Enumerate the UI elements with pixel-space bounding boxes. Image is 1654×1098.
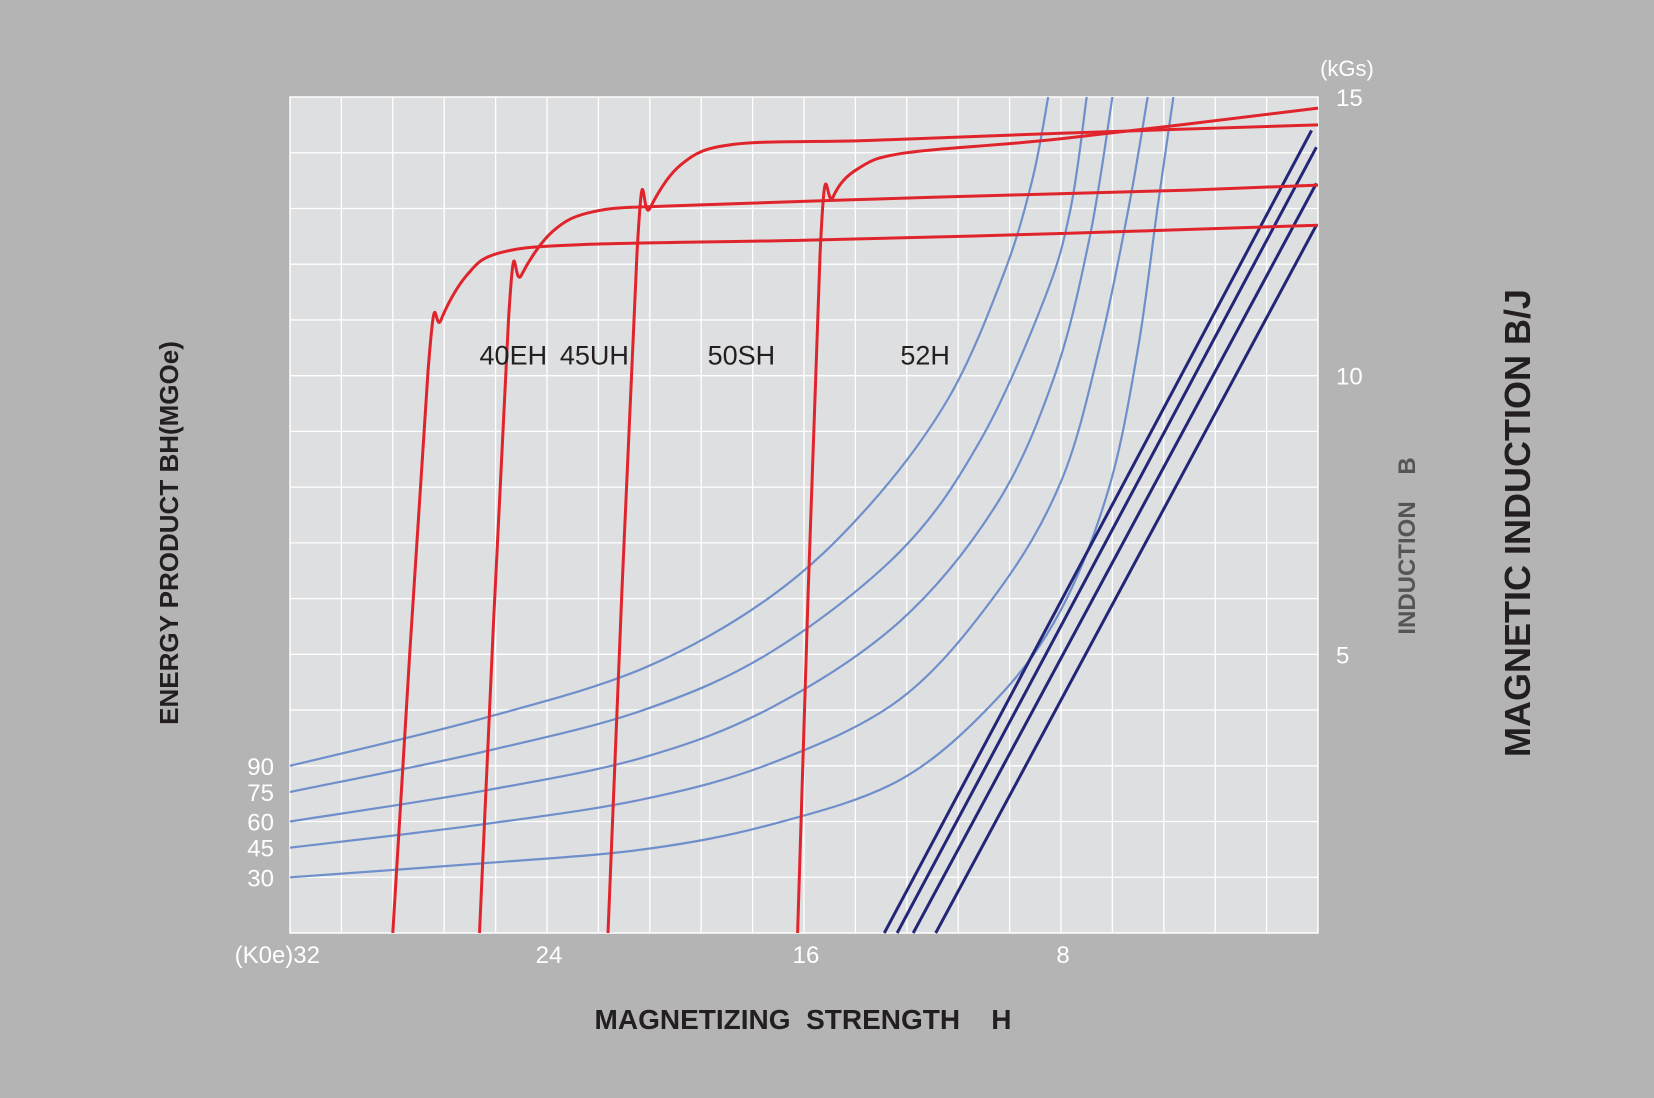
curve-label-45uh: 45UH <box>560 341 629 371</box>
energy-curve-30 <box>290 97 1175 879</box>
energy-curve-45 <box>290 97 1149 849</box>
load-line-4 <box>934 224 1318 934</box>
curve-label-52h: 52H <box>900 341 950 371</box>
load-line-1 <box>882 129 1313 934</box>
curve-labels: 40EH 45UH 50SH 52H <box>480 341 950 371</box>
load-line-3 <box>911 182 1318 934</box>
inner-right-axis-title: INDUCTION B <box>1394 457 1421 634</box>
energy-curve-75 <box>290 97 1088 794</box>
right-y-tick-label: 5 <box>1336 642 1349 669</box>
right-y-tick-label: 10 <box>1336 364 1363 391</box>
left-energy-tick-label: 60 <box>247 810 274 837</box>
left-energy-tick-label: 90 <box>247 754 274 781</box>
left-energy-tick-label: 75 <box>247 780 274 807</box>
curve-label-50sh: 50SH <box>708 341 776 371</box>
load-lines <box>882 129 1318 934</box>
x-tick-label: 16 <box>793 942 820 969</box>
demag-curve-40eh <box>391 223 1319 933</box>
grid <box>289 96 1319 934</box>
load-line-2 <box>895 146 1318 934</box>
outer-right-axis-title: MAGNETIC INDUCTION B/J <box>1497 289 1538 757</box>
left-energy-tick-label: 45 <box>247 836 274 863</box>
x-tick-label: 8 <box>1056 942 1069 969</box>
left-axis-title: ENERGY PRODUCT BH(MGOe) <box>154 341 184 725</box>
demagnetization-curves <box>391 106 1319 933</box>
energy-curve-60 <box>290 97 1114 823</box>
curve-label-40eh: 40EH <box>480 341 548 371</box>
demag-curve-50sh <box>606 123 1319 933</box>
demag-curve-45uh <box>478 183 1319 933</box>
right-y-tick-label: 15 <box>1336 85 1363 112</box>
x-axis-title: MAGNETIZING STRENGTH H <box>595 1004 1012 1035</box>
x-tick-label: 24 <box>536 942 563 969</box>
plot-border <box>289 96 1319 934</box>
left-energy-tick-label: 30 <box>247 865 274 892</box>
right-axis-unit: (kGs) <box>1320 56 1374 81</box>
demag-curve-52h <box>796 106 1319 933</box>
x-tick-label: (K0e)32 <box>235 942 320 969</box>
